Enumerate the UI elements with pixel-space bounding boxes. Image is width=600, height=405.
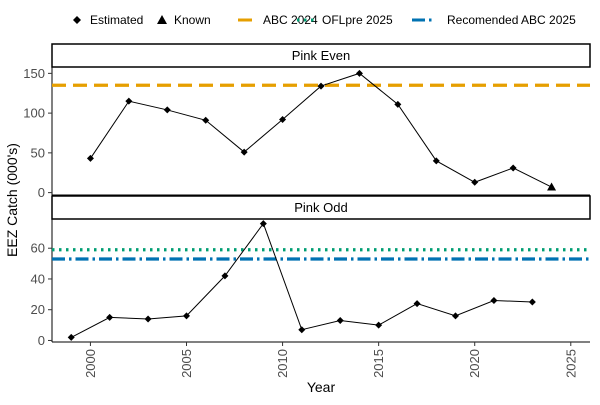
y-tick-label: 150	[23, 66, 45, 81]
x-axis: 2000 2005 2010 2015 2020 2025	[83, 342, 578, 378]
y-tick-label: 40	[31, 271, 45, 286]
legend-label-estimated: Estimated	[90, 13, 143, 27]
strip-label: Pink Odd	[294, 200, 347, 215]
data-point-estimated	[298, 326, 306, 334]
data-point-estimated	[394, 100, 402, 108]
y-tick-label: 60	[31, 241, 45, 256]
x-tick-label: 2015	[371, 349, 386, 378]
data-point-estimated	[317, 82, 325, 90]
data-point-estimated	[452, 312, 459, 320]
data-point-known	[547, 182, 557, 191]
x-tick-label: 2000	[83, 349, 98, 378]
catch-series-line	[70, 222, 533, 338]
data-point-estimated	[279, 115, 287, 123]
legend: Estimated Known ABC 2024 OFLpre 2025 Recomen…	[73, 13, 576, 27]
x-tick-label: 2010	[275, 349, 290, 378]
data-point-estimated	[202, 116, 210, 124]
data-point-estimated	[67, 333, 75, 341]
data-point-estimated	[221, 272, 229, 280]
strip-box	[51, 195, 591, 220]
x-tick-label: 2005	[179, 349, 194, 378]
data-point-estimated	[432, 157, 440, 165]
y-tick-label: 50	[31, 145, 45, 160]
data-point-estimated	[259, 220, 267, 228]
legend-label-known: Known	[174, 13, 211, 27]
y-tick-label: 0	[38, 185, 45, 200]
data-point-estimated	[240, 148, 248, 156]
y-axis-title: EEZ Catch (000's)	[4, 143, 20, 257]
data-point-estimated	[509, 164, 517, 172]
y-tick-label: 100	[23, 106, 45, 121]
data-point-estimated	[144, 315, 152, 323]
data-point-estimated	[86, 154, 94, 162]
data-point-estimated	[355, 69, 363, 77]
data-point-estimated	[375, 321, 383, 329]
panel-pink-even: Pink Even 0 50 100 150	[23, 43, 591, 200]
catch-series-line	[90, 72, 552, 188]
strip-box	[51, 43, 591, 68]
legend-estimated-diamond-icon	[73, 16, 81, 24]
legend-label-line-0: ABC 2024	[263, 13, 318, 27]
data-point-estimated	[490, 296, 498, 304]
data-point-estimated	[528, 298, 536, 306]
x-axis-title: Year	[307, 379, 336, 395]
data-point-estimated	[163, 106, 171, 114]
data-point-estimated	[125, 97, 133, 105]
x-tick-label: 2025	[563, 349, 578, 378]
panel-pink-odd: Pink Odd 0 20 40 60	[31, 195, 591, 348]
legend-known-triangle-icon	[157, 15, 167, 24]
legend-label-line-2: Recomended ABC 2025	[447, 13, 576, 27]
data-point-estimated	[413, 300, 421, 308]
y-tick-label: 20	[31, 302, 45, 317]
data-point-estimated	[183, 312, 190, 320]
y-tick-label: 0	[38, 333, 45, 348]
data-point-estimated	[106, 313, 114, 321]
panels: Pink Even 0 50 100 150 Pink Odd 0 20 40 60	[23, 43, 591, 348]
x-tick-label: 2020	[467, 349, 482, 378]
legend-label-line-1: OFLpre 2025	[322, 13, 393, 27]
data-point-estimated	[471, 178, 479, 186]
data-point-estimated	[336, 316, 344, 324]
strip-label: Pink Even	[292, 48, 351, 63]
